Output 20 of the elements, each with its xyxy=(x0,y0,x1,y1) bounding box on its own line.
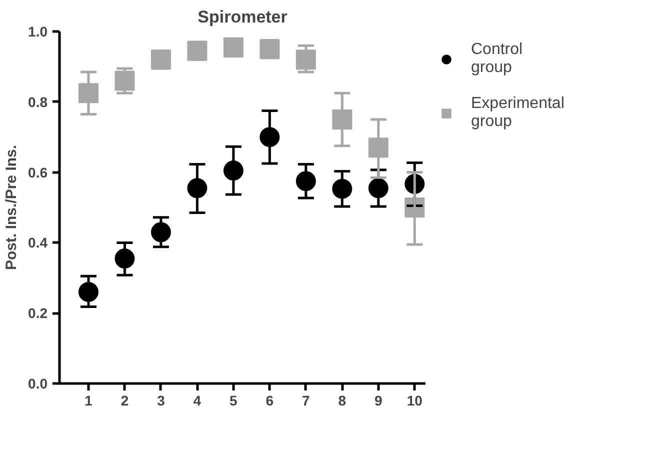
y-tick-label: 1.0 xyxy=(28,24,48,40)
x-tick-label: 2 xyxy=(120,392,129,408)
chart-title: Spirometer xyxy=(198,8,288,26)
y-tick-label: 0.4 xyxy=(28,234,48,251)
x-tick-label: 1 xyxy=(84,392,93,408)
y-tick-label: 0.8 xyxy=(28,94,48,110)
y-tick-label: 0.0 xyxy=(28,376,48,392)
y-axis-title: Post. Ins./Pre Ins. xyxy=(3,144,20,270)
x-tick-label: 8 xyxy=(338,392,346,408)
x-tick-label: 9 xyxy=(374,392,382,408)
x-tick-label: 6 xyxy=(266,392,274,408)
legend-label: Experimental group xyxy=(471,95,564,131)
x-tick-label: 10 xyxy=(406,392,423,408)
x-tick-label: 3 xyxy=(157,392,166,408)
x-tick-label: 4 xyxy=(193,392,202,408)
x-tick-label: 5 xyxy=(230,392,238,408)
legend-label: Control group xyxy=(471,41,523,77)
y-tick-label: 0.6 xyxy=(28,164,48,180)
y-tick-label: 0.2 xyxy=(28,305,48,322)
x-tick-label: 7 xyxy=(302,392,310,408)
